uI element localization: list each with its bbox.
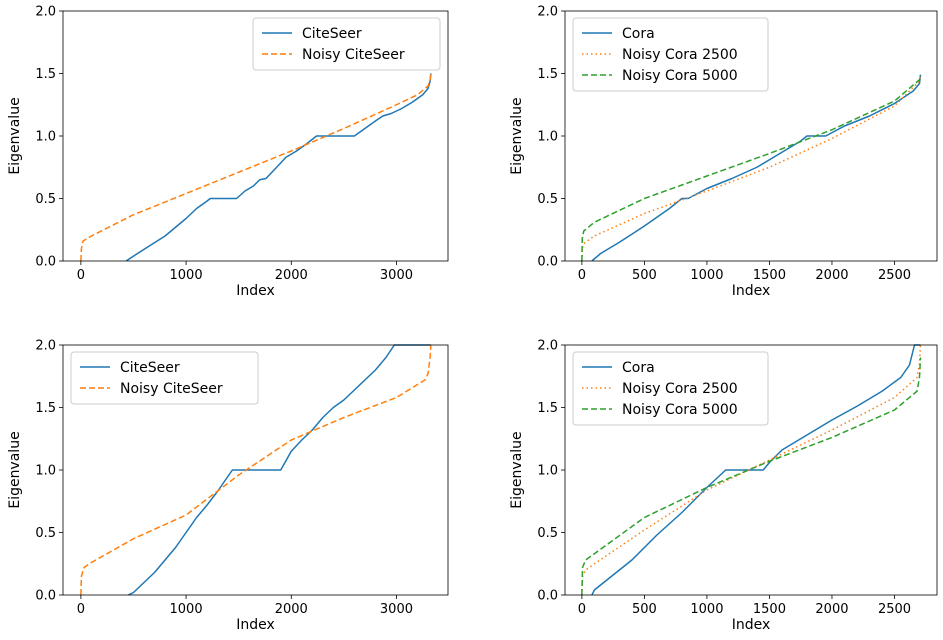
x-tick-label: 1000: [170, 602, 203, 617]
x-tick-label: 1000: [690, 268, 723, 283]
x-tick-label: 2000: [815, 268, 848, 283]
legend-box: [70, 351, 259, 405]
y-tick-label: 1.0: [537, 464, 558, 479]
x-tick-label: 500: [632, 602, 657, 617]
y-tick-label: 0.0: [35, 255, 56, 270]
series-line-noisy-cora-5000: [581, 74, 922, 261]
legend: Cora Noisy Cora 2500 Noisy Cora 5000: [572, 351, 769, 426]
x-tick-label: 2500: [878, 602, 911, 617]
legend-label: Noisy Cora 2500: [622, 47, 738, 63]
x-tick-label: 0: [578, 268, 586, 283]
x-tick-label: 0: [578, 602, 586, 617]
x-tick-label: 3000: [380, 268, 413, 283]
x-tick-label: 500: [632, 268, 657, 283]
legend-label: CiteSeer: [120, 360, 180, 376]
y-tick-label: 1.5: [537, 67, 558, 82]
y-axis-label: Eigenvalue: [509, 97, 525, 174]
y-tick-label: 1.5: [537, 401, 558, 416]
x-tick-label: 1500: [753, 602, 786, 617]
legend-label: Noisy CiteSeer: [302, 47, 405, 63]
x-tick-label: 2000: [815, 602, 848, 617]
y-tick-label: 0.5: [537, 192, 558, 207]
x-tick-label: 1500: [753, 268, 786, 283]
y-tick-label: 0.5: [35, 192, 56, 207]
y-tick-label: 0.0: [537, 255, 558, 270]
x-tick-label: 1000: [170, 268, 203, 283]
x-tick-label: 0: [77, 268, 85, 283]
y-tick-label: 1.5: [35, 67, 56, 82]
series-line-noisy-citeseer: [80, 344, 432, 595]
legend-box: [252, 17, 441, 71]
y-tick-label: 1.0: [35, 464, 56, 479]
series-line-cora: [591, 74, 922, 261]
y-tick-label: 2.0: [537, 339, 558, 354]
y-tick-label: 0.0: [537, 589, 558, 604]
chart-panel-4: 0 500 1000 1500 2000 2500 0.0 0.5 1.0 1.5 2.0 Index…: [509, 339, 938, 633]
legend: CiteSeer Noisy CiteSeer: [70, 351, 259, 405]
y-tick-label: 1.0: [537, 130, 558, 145]
legend-label: Noisy Cora 2500: [622, 381, 738, 397]
legend-label: Noisy Cora 5000: [622, 68, 738, 84]
x-tick-label: 2000: [275, 268, 308, 283]
series-line-cora: [591, 344, 921, 595]
y-tick-label: 1.5: [35, 401, 56, 416]
legend-label: Noisy CiteSeer: [120, 381, 223, 397]
x-tick-label: 2000: [275, 602, 308, 617]
y-axis-label: Eigenvalue: [7, 431, 23, 508]
x-axis-label: Index: [236, 283, 275, 299]
y-tick-label: 0.0: [35, 589, 56, 604]
legend-label: Cora: [622, 360, 655, 376]
x-tick-label: 3000: [380, 602, 413, 617]
legend-label: CiteSeer: [302, 26, 362, 42]
chart-panel-1: 0 1000 2000 3000 0.0 0.5 1.0 1.5 2.0 Index Eigenva…: [7, 5, 449, 299]
legend-label: Noisy Cora 5000: [622, 402, 738, 418]
y-tick-label: 2.0: [35, 339, 56, 354]
x-tick-label: 2500: [878, 268, 911, 283]
y-tick-label: 0.5: [35, 526, 56, 541]
x-axis-label: Index: [236, 617, 275, 633]
series-line-noisy-cora-2500: [581, 74, 922, 261]
x-tick-label: 1000: [690, 602, 723, 617]
x-tick-label: 0: [77, 602, 85, 617]
series-line-noisy-citeseer: [80, 73, 432, 261]
x-axis-label: Index: [732, 617, 771, 633]
legend-box: [572, 17, 769, 92]
series-line-noisy-cora-5000: [581, 357, 922, 595]
chart-panel-3: 0 1000 2000 3000 0.0 0.5 1.0 1.5 2.0 Index Eigenva…: [7, 339, 449, 633]
y-tick-label: 2.0: [537, 5, 558, 20]
chart-panel-2: 0 500 1000 1500 2000 2500 0.0 0.5 1.0 1.5 2.0 Index…: [509, 5, 938, 299]
x-axis-label: Index: [732, 283, 771, 299]
legend: CiteSeer Noisy CiteSeer: [252, 17, 441, 71]
y-tick-label: 1.0: [35, 130, 56, 145]
y-tick-label: 0.5: [537, 526, 558, 541]
y-axis-label: Eigenvalue: [7, 97, 23, 174]
legend-label: Cora: [622, 26, 655, 42]
y-tick-label: 2.0: [35, 5, 56, 20]
legend: Cora Noisy Cora 2500 Noisy Cora 5000: [572, 17, 769, 92]
legend-box: [572, 351, 769, 426]
series-line-citeseer: [125, 73, 432, 261]
y-axis-label: Eigenvalue: [509, 431, 525, 508]
series-line-citeseer: [127, 344, 431, 595]
